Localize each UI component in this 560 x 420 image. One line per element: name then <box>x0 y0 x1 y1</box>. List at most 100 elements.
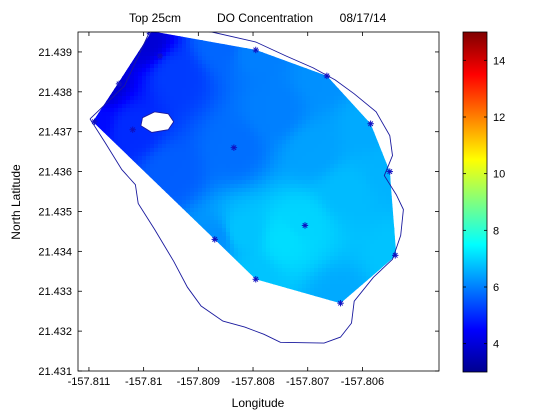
heatmap-cell <box>186 108 191 113</box>
heatmap-cell <box>238 84 243 89</box>
heatmap-cell <box>354 124 359 129</box>
heatmap-cell <box>182 148 187 153</box>
heatmap-cell <box>282 168 287 173</box>
heatmap-cell <box>186 44 191 49</box>
heatmap-cell <box>314 96 319 101</box>
heatmap-cell <box>194 52 199 57</box>
heatmap-cell <box>186 184 191 189</box>
heatmap-cell <box>262 56 267 61</box>
heatmap-cell <box>258 180 263 185</box>
heatmap-cell <box>126 88 131 93</box>
heatmap-cell <box>326 128 331 133</box>
heatmap-cell <box>206 112 211 117</box>
heatmap-cell <box>286 76 291 81</box>
heatmap-cell <box>198 124 203 129</box>
heatmap-cell <box>274 208 279 213</box>
heatmap-cell <box>258 124 263 129</box>
heatmap-cell <box>150 168 155 173</box>
heatmap-cell <box>338 220 343 225</box>
heatmap-cell <box>242 176 247 181</box>
heatmap-cell <box>334 148 339 153</box>
heatmap-cell <box>274 112 279 117</box>
heatmap-cell <box>198 196 203 201</box>
heatmap-cell <box>182 88 187 93</box>
heatmap-cell <box>326 204 331 209</box>
heatmap-cell <box>150 88 155 93</box>
heatmap-cell <box>298 232 303 237</box>
heatmap-cell <box>202 128 207 133</box>
heatmap-cell <box>238 160 243 165</box>
heatmap-cell <box>262 224 267 229</box>
heatmap-cell <box>194 100 199 105</box>
heatmap-cell <box>362 136 367 141</box>
heatmap-cell <box>342 108 347 113</box>
heatmap-cell <box>326 192 331 197</box>
heatmap-cell <box>98 124 103 129</box>
heatmap-cell <box>358 128 363 133</box>
heatmap-cell <box>210 212 215 217</box>
heatmap-cell <box>246 168 251 173</box>
heatmap-cell <box>162 48 167 53</box>
heatmap-cell <box>234 104 239 109</box>
heatmap-cell <box>338 228 343 233</box>
heatmap-cell <box>254 104 259 109</box>
heatmap-cell <box>182 108 187 113</box>
heatmap-cell <box>362 152 367 157</box>
heatmap-cell <box>234 244 239 249</box>
heatmap-cell <box>346 196 351 201</box>
heatmap-cell <box>234 48 239 53</box>
heatmap-cell <box>234 108 239 113</box>
heatmap-cell <box>274 104 279 109</box>
heatmap-cell <box>354 204 359 209</box>
heatmap-cell <box>338 164 343 169</box>
heatmap-cell <box>294 248 299 253</box>
heatmap-cell <box>350 176 355 181</box>
heatmap-cell <box>326 124 331 129</box>
heatmap-cell <box>294 124 299 129</box>
heatmap-cell <box>346 224 351 229</box>
heatmap-cell <box>198 136 203 141</box>
heatmap-cell <box>198 128 203 133</box>
heatmap-cell <box>150 92 155 97</box>
heatmap-cell <box>130 104 135 109</box>
heatmap-cell <box>170 80 175 85</box>
heatmap-cell <box>230 96 235 101</box>
heatmap-cell <box>174 196 179 201</box>
heatmap-cell <box>374 220 379 225</box>
heatmap-cell <box>202 208 207 213</box>
heatmap-cell <box>186 144 191 149</box>
heatmap-cell <box>306 152 311 157</box>
heatmap-cell <box>362 124 367 129</box>
heatmap-cell <box>230 240 235 245</box>
heatmap-cell <box>174 112 179 117</box>
heatmap-cell <box>202 160 207 165</box>
heatmap-cell <box>230 120 235 125</box>
heatmap-cell <box>118 140 123 145</box>
heatmap-cell <box>234 136 239 141</box>
heatmap-cell <box>302 108 307 113</box>
heatmap-cell <box>198 188 203 193</box>
heatmap-cell <box>170 116 175 121</box>
heatmap-cell <box>342 168 347 173</box>
heatmap-cell <box>254 188 259 193</box>
heatmap-cell <box>302 144 307 149</box>
heatmap-cell <box>318 236 323 241</box>
heatmap-cell <box>238 196 243 201</box>
heatmap-cell <box>146 84 151 89</box>
heatmap-cell <box>182 116 187 121</box>
heatmap-cell <box>174 116 179 121</box>
heatmap-cell <box>274 180 279 185</box>
heatmap-cell <box>194 68 199 73</box>
heatmap-cell <box>266 184 271 189</box>
heatmap-cell <box>306 224 311 229</box>
heatmap-cell <box>250 156 255 161</box>
heatmap-cell <box>306 240 311 245</box>
heatmap-cell <box>190 188 195 193</box>
heatmap-cell <box>342 144 347 149</box>
heatmap-cell <box>262 232 267 237</box>
heatmap-cell <box>286 148 291 153</box>
heatmap-cell <box>238 184 243 189</box>
heatmap-cell <box>206 204 211 209</box>
heatmap-cell <box>338 176 343 181</box>
heatmap-cell <box>154 88 159 93</box>
